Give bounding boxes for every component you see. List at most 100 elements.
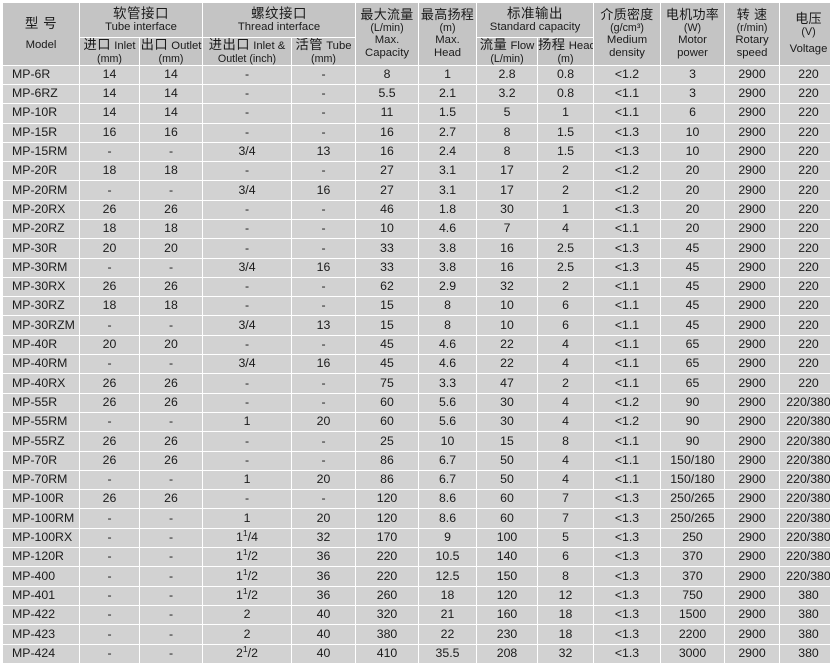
flow-cell: 5 [477, 104, 538, 123]
inlet-outlet-cell: - [203, 393, 291, 412]
header-voltage-unit: (V) [801, 26, 816, 39]
header-head: 扬程 Head (m) [538, 37, 594, 65]
header-medium-density-en2: density [609, 47, 645, 60]
table-row: MP-40RM - -3/4 16 45 4.6 22 4 <1.1 65 2900 220 [3, 355, 830, 374]
max-head-cell: 8 [419, 316, 477, 335]
max-capacity-cell: 62 [356, 277, 419, 297]
rotary-speed-cell: 2900 [725, 200, 780, 219]
max-head-cell: 5.6 [419, 393, 477, 412]
medium-density-cell: <1.3 [594, 528, 661, 548]
medium-density-cell: <1.1 [594, 84, 661, 104]
rotary-speed-cell: 2900 [725, 625, 780, 644]
max-capacity-cell: 220 [356, 567, 419, 586]
inlet-cell: - [80, 605, 139, 625]
header-max-head-en2: Head [434, 47, 462, 60]
rotary-speed-cell: 2900 [725, 509, 780, 528]
model-cell: MP-10R [3, 104, 79, 123]
table-row: MP-30RX 26 26- -62 2.9 32 2 <1.1 45 2900 220 [3, 277, 830, 297]
inlet-outlet-cell: 3/4 [203, 142, 291, 162]
model-cell: MP-20RZ [3, 220, 79, 239]
rotary-speed-cell: 2900 [725, 412, 780, 432]
motor-power-cell: 250/265 [661, 490, 725, 509]
flow-cell: 60 [477, 490, 538, 509]
inlet-outlet-cell: - [203, 84, 291, 104]
max-capacity-cell: 220 [356, 548, 419, 567]
rotary-speed-cell: 2900 [725, 374, 780, 393]
head-cell: 0.8 [538, 84, 594, 104]
flow-cell: 10 [477, 297, 538, 316]
table-row: MP-422- -2 40 320 21 160 18 <1.3 1500 2900 380 [3, 605, 830, 625]
table-row: MP-424- -21/2 40 410 35.5 208 32 <1.3 3000 2900 38… [3, 644, 830, 663]
motor-power-cell: 45 [661, 277, 725, 297]
voltage-cell: 220 [780, 335, 830, 355]
outlet-cell: 26 [140, 374, 202, 393]
max-capacity-cell: 120 [356, 509, 419, 528]
head-cell: 4 [538, 451, 594, 470]
max-head-cell: 8.6 [419, 490, 477, 509]
inlet-outlet-cell: 2 [203, 605, 291, 625]
max-head-cell: 1.8 [419, 200, 477, 219]
voltage-cell: 220 [780, 123, 830, 142]
max-capacity-cell: 86 [356, 470, 419, 490]
inlet-outlet-cell: 11/4 [203, 528, 291, 548]
max-capacity-cell: 410 [356, 644, 419, 663]
max-capacity-cell: 260 [356, 586, 419, 605]
rotary-speed-cell: 2900 [725, 123, 780, 142]
header-inlet: 进口 Inlet (mm) [80, 37, 139, 65]
head-cell: 8 [538, 432, 594, 451]
medium-density-cell: <1.3 [594, 625, 661, 644]
model-cell: MP-424 [3, 644, 79, 663]
max-head-cell: 2.9 [419, 277, 477, 297]
table-row: MP-401- -11/2 36 260 18 120 12 <1.3 750 2900 380 [3, 586, 830, 605]
max-head-cell: 2.4 [419, 142, 477, 162]
voltage-cell: 380 [780, 644, 830, 663]
model-cell: MP-30RZM [3, 316, 79, 335]
table-row: MP-10R 14 14- -11 1.5 5 1 <1.1 6 2900 220 [3, 104, 830, 123]
header-inlet-cn: 进口 [83, 37, 112, 52]
header-medium-density-en: Medium [606, 34, 648, 47]
inlet-outlet-cell: - [203, 239, 291, 258]
model-cell: MP-20RM [3, 181, 79, 200]
medium-density-cell: <1.1 [594, 470, 661, 490]
header-model-cn: 型 号 [24, 15, 58, 31]
header-thread-interface-en: Thread interface [237, 21, 321, 34]
outlet-cell: 18 [140, 162, 202, 181]
inlet-cell: - [80, 355, 139, 374]
tube-cell: - [292, 104, 356, 123]
medium-density-cell: <1.1 [594, 277, 661, 297]
tube-cell: 20 [292, 412, 356, 432]
flow-cell: 100 [477, 528, 538, 548]
inlet-outlet-cell: - [203, 490, 291, 509]
inlet-outlet-cell: 2 [203, 625, 291, 644]
medium-density-cell: <1.3 [594, 605, 661, 625]
flow-cell: 30 [477, 412, 538, 432]
rotary-speed-cell: 2900 [725, 605, 780, 625]
model-cell: MP-70RM [3, 470, 79, 490]
header-medium-density-unit: (g/cm³) [610, 22, 644, 35]
inlet-cell: - [80, 258, 139, 277]
medium-density-cell: <1.3 [594, 644, 661, 663]
medium-density-cell: <1.2 [594, 65, 661, 84]
outlet-cell: 20 [140, 239, 202, 258]
header-flow-cn: 流量 [479, 37, 508, 52]
rotary-speed-cell: 2900 [725, 451, 780, 470]
flow-cell: 3.2 [477, 84, 538, 104]
voltage-cell: 220/380 [780, 490, 830, 509]
max-capacity-cell: 5.5 [356, 84, 419, 104]
model-cell: MP-30RZ [3, 297, 79, 316]
head-cell: 0.8 [538, 65, 594, 84]
tube-cell: 40 [292, 644, 356, 663]
outlet-cell: 14 [140, 65, 202, 84]
voltage-cell: 220/380 [780, 528, 830, 548]
table-row: MP-6RZ 14 14- -5.5 2.1 3.2 0.8 <1.1 3 2900 220 [3, 84, 830, 104]
header-motor-power-en: Motor [678, 34, 707, 47]
motor-power-cell: 45 [661, 239, 725, 258]
header-max-capacity-cn: 最大流量 [360, 6, 414, 22]
tube-cell: 16 [292, 258, 356, 277]
medium-density-cell: <1.1 [594, 355, 661, 374]
flow-cell: 160 [477, 605, 538, 625]
table-row: MP-20RM - -3/4 16 27 3.1 17 2 <1.2 20 2900 220 [3, 181, 830, 200]
motor-power-cell: 250/265 [661, 509, 725, 528]
header-rotary-speed-en: Rotary [735, 34, 769, 47]
